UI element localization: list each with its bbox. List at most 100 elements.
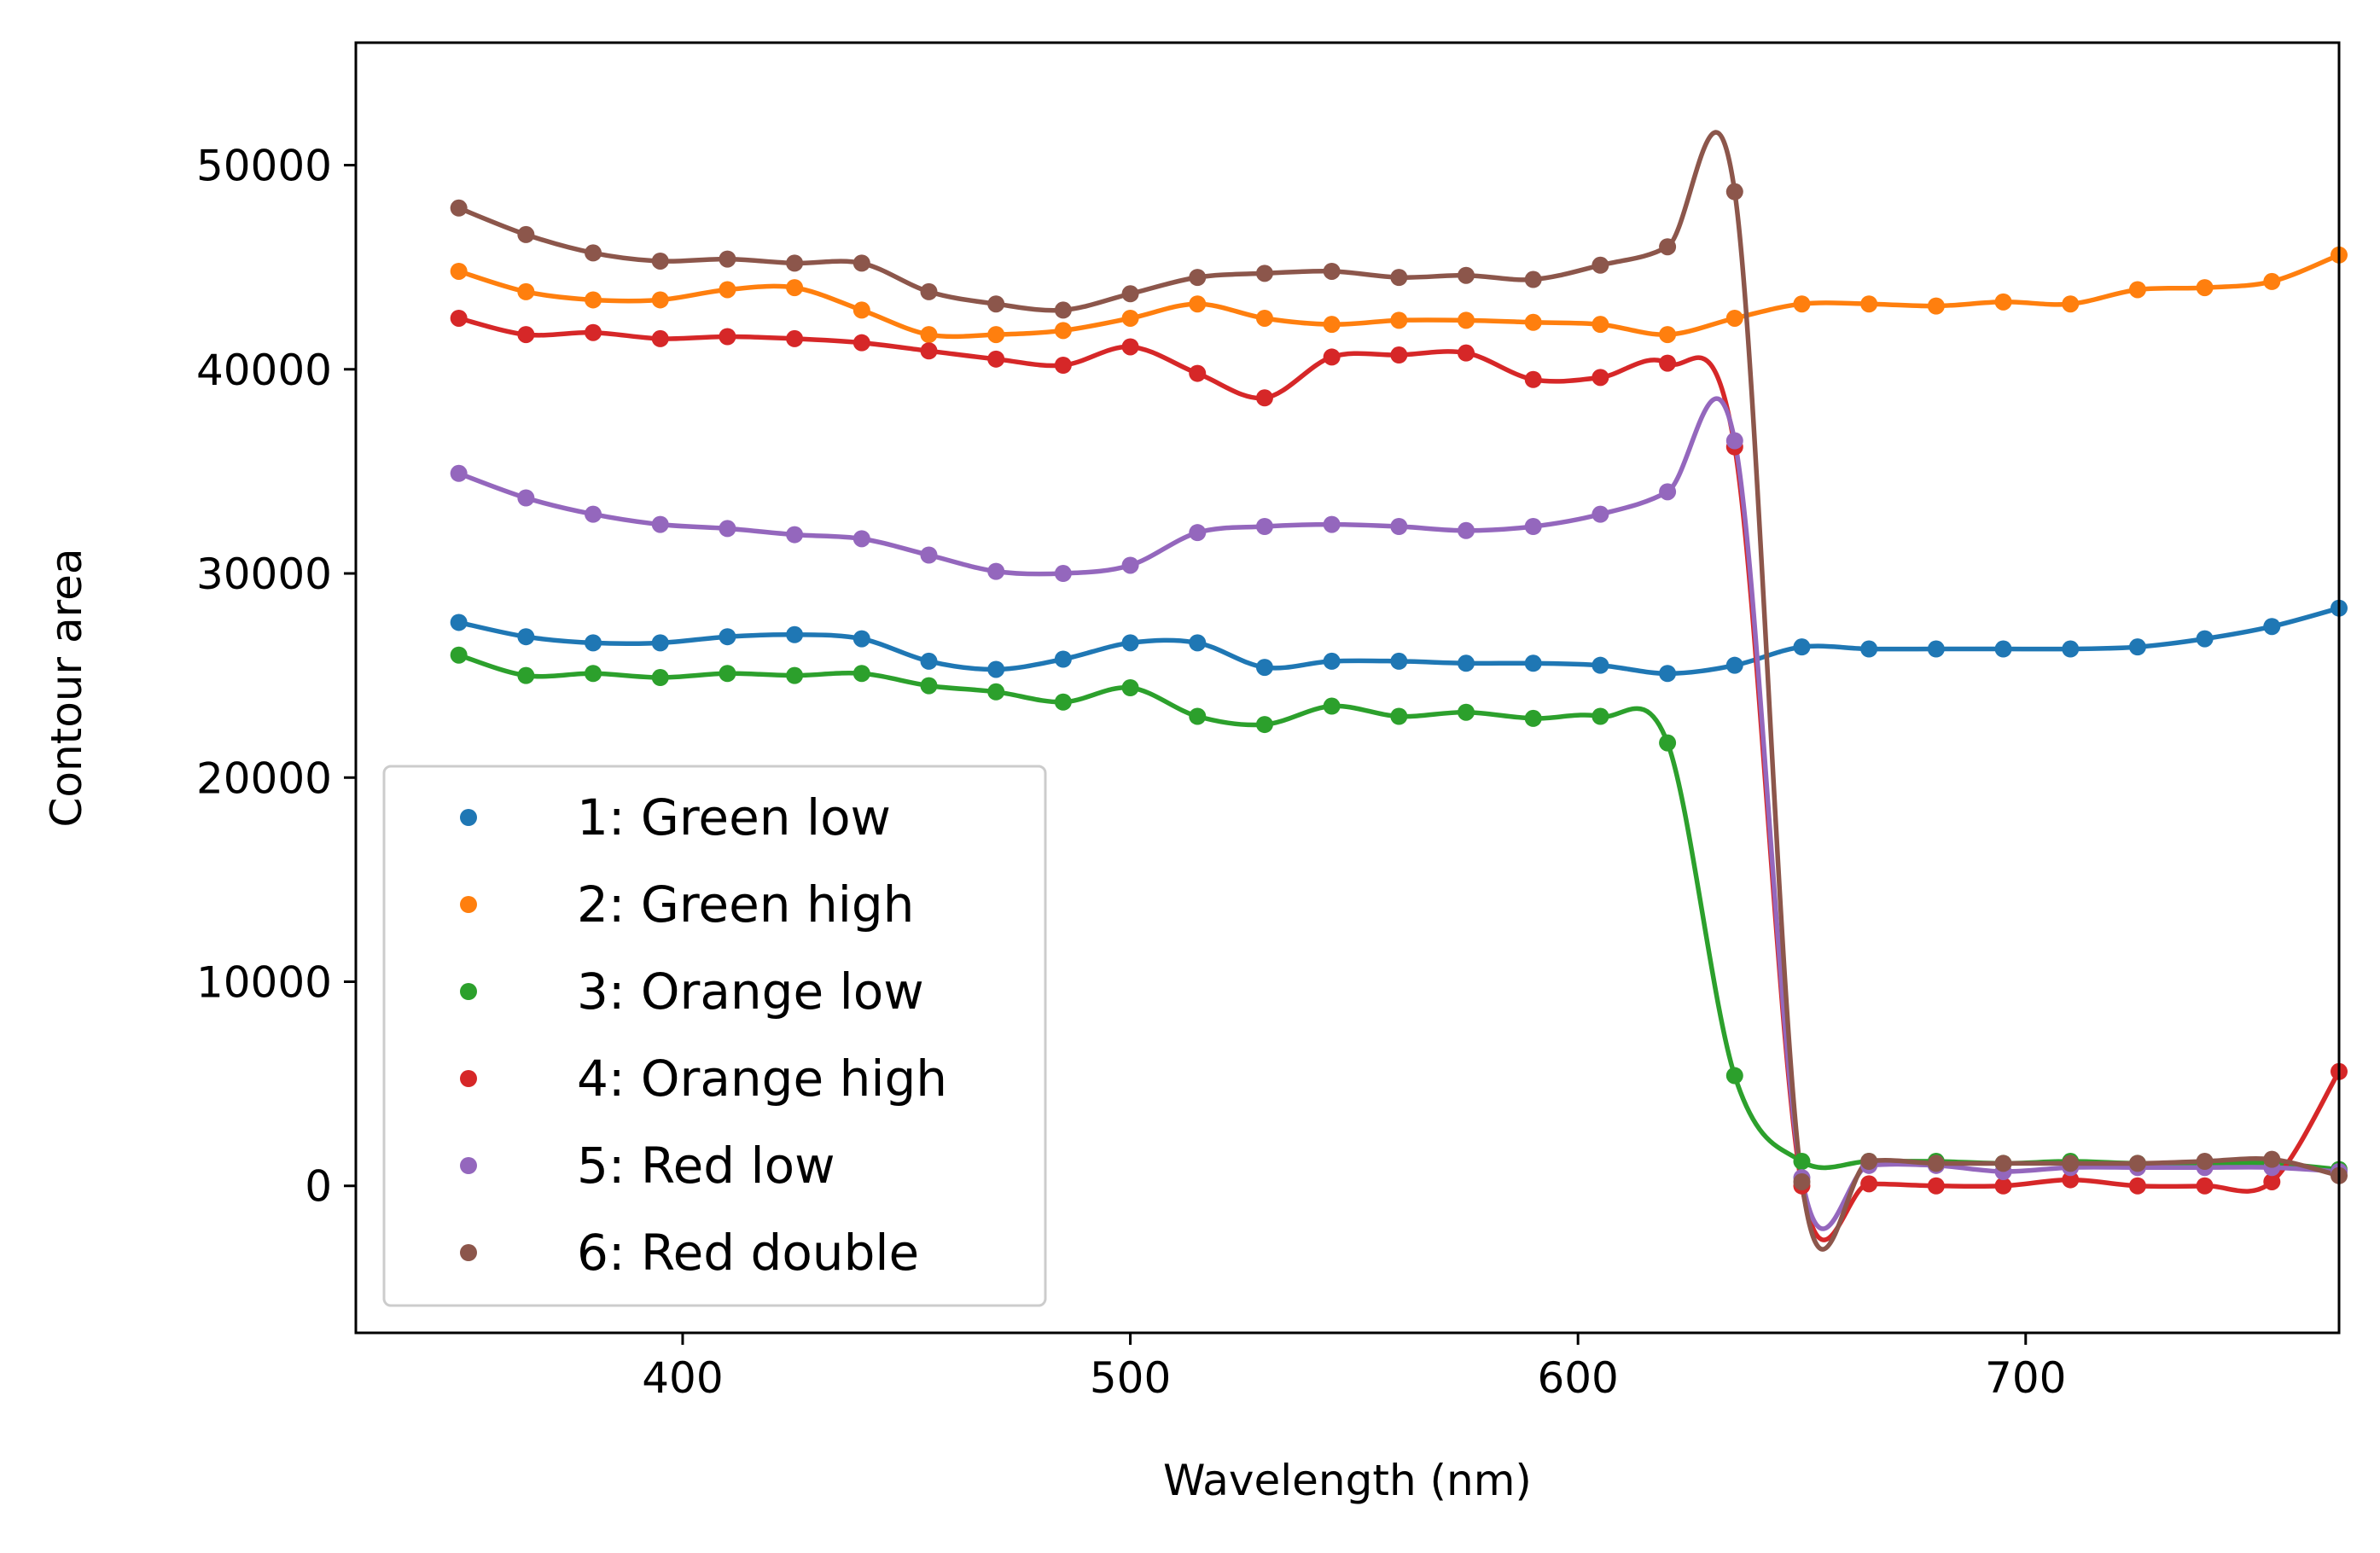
data-point (1255, 659, 1273, 677)
legend-label: 6: Red double (577, 1224, 919, 1282)
data-point (1524, 270, 1542, 288)
y-tick-label: 30000 (196, 550, 332, 599)
legend-marker (460, 1070, 477, 1087)
data-point (1255, 389, 1273, 407)
data-point (1994, 293, 2012, 311)
data-point (1592, 505, 1609, 523)
data-point (1659, 354, 1677, 372)
data-point (987, 326, 1005, 344)
data-point (1390, 311, 1408, 329)
data-point (920, 282, 938, 300)
data-point (2263, 1172, 2281, 1190)
data-point (517, 489, 535, 507)
data-point (1390, 518, 1408, 535)
data-point (651, 252, 669, 270)
data-point (1458, 266, 1475, 284)
data-point (786, 254, 804, 272)
data-point (1994, 1155, 2012, 1172)
data-point (786, 279, 804, 297)
plot-frame (354, 41, 2341, 1335)
data-point (920, 546, 938, 564)
data-point (1860, 1175, 1878, 1193)
data-point (1458, 521, 1475, 539)
data-point (1524, 518, 1542, 535)
legend-marker (460, 809, 477, 826)
data-point (719, 628, 736, 646)
data-point (2196, 1153, 2214, 1171)
data-point (987, 660, 1005, 678)
data-point (1323, 262, 1341, 280)
data-point (1860, 640, 1878, 658)
legend-label: 5: Red low (577, 1137, 835, 1195)
data-point (1189, 707, 1207, 725)
data-point (987, 562, 1005, 580)
x-tick-label: 400 (642, 1353, 723, 1403)
series-line-5 (457, 396, 2340, 1231)
data-point (2062, 1155, 2080, 1172)
data-point (585, 665, 602, 683)
data-point (1390, 707, 1408, 725)
data-point (920, 677, 938, 695)
data-point (1458, 344, 1475, 362)
data-point (719, 665, 736, 683)
data-point (1592, 369, 1609, 387)
legend-marker (460, 983, 477, 1000)
data-point (1390, 652, 1408, 670)
data-point (786, 625, 804, 643)
data-point (1189, 634, 1207, 652)
data-point (1054, 301, 1072, 319)
data-point (1927, 1177, 1945, 1195)
data-point (786, 526, 804, 544)
data-point (1927, 297, 1945, 315)
data-point (719, 520, 736, 538)
data-point (1524, 313, 1542, 331)
data-point (651, 291, 669, 309)
data-point (719, 328, 736, 346)
data-point (920, 326, 938, 344)
data-point (1860, 295, 1878, 313)
legend-marker (460, 896, 477, 913)
x-tick-label: 700 (1985, 1353, 2066, 1403)
data-point (1592, 656, 1609, 674)
data-point (651, 329, 669, 347)
data-point (2196, 630, 2214, 648)
data-point (1255, 265, 1273, 282)
data-point (517, 666, 535, 684)
data-point (1458, 654, 1475, 672)
legend-label: 3: Orange low (577, 963, 924, 1021)
data-point (651, 669, 669, 687)
data-point (1323, 652, 1341, 670)
data-point (852, 530, 870, 548)
data-point (1323, 515, 1341, 533)
data-point (1054, 357, 1072, 374)
data-point (2062, 640, 2080, 658)
x-axis: 400 500 600 700 (642, 1333, 2066, 1403)
legend-label: 4: Orange high (577, 1050, 947, 1108)
y-tick-label: 10000 (196, 958, 332, 1008)
y-tick-label: 40000 (196, 346, 332, 395)
data-point (1592, 316, 1609, 334)
data-point (786, 329, 804, 347)
data-point (517, 326, 535, 344)
data-point (1189, 524, 1207, 542)
y-tick-label: 20000 (196, 753, 332, 803)
legend-label: 2: Green high (577, 875, 914, 934)
data-point (1725, 1067, 1743, 1085)
data-point (450, 309, 468, 327)
data-point (1189, 269, 1207, 287)
data-point (1121, 556, 1139, 574)
data-point (852, 334, 870, 352)
y-axis-title: Contour area (42, 548, 91, 827)
data-point (920, 652, 938, 670)
data-point (517, 225, 535, 243)
data-point (920, 342, 938, 360)
data-point (1390, 269, 1408, 287)
legend-marker (460, 1244, 477, 1261)
legend-label: 1: Green low (577, 788, 891, 846)
data-point (1524, 370, 1542, 388)
data-point (2263, 1150, 2281, 1168)
data-point (987, 350, 1005, 368)
data-point (1323, 348, 1341, 366)
data-point (852, 630, 870, 648)
x-axis-title: Wavelength (nm) (1163, 1456, 1532, 1505)
